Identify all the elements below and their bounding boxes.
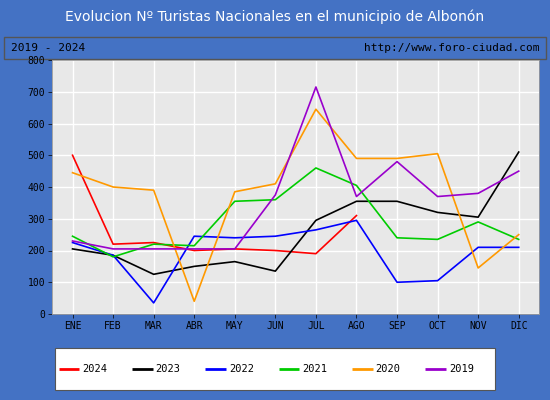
Text: 2023: 2023 <box>156 364 180 374</box>
Text: 2021: 2021 <box>302 364 327 374</box>
Text: 2019 - 2024: 2019 - 2024 <box>11 43 85 53</box>
Text: 2024: 2024 <box>82 364 107 374</box>
Text: Evolucion Nº Turistas Nacionales en el municipio de Albonón: Evolucion Nº Turistas Nacionales en el m… <box>65 10 485 24</box>
Text: http://www.foro-ciudad.com: http://www.foro-ciudad.com <box>364 43 539 53</box>
FancyBboxPatch shape <box>55 348 495 390</box>
Text: 2022: 2022 <box>229 364 254 374</box>
Text: 2020: 2020 <box>376 364 400 374</box>
Text: 2019: 2019 <box>449 364 474 374</box>
